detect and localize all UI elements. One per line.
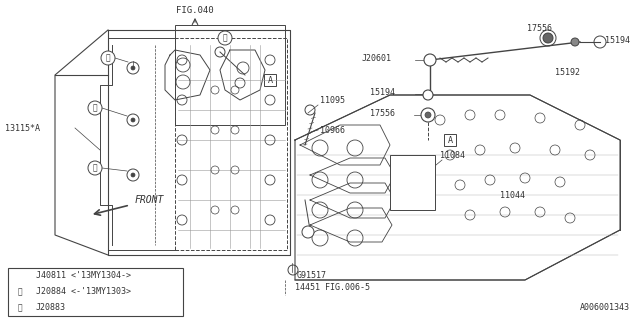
Text: ②: ② [223,34,227,43]
Bar [444,134,456,146]
Circle shape [101,51,115,65]
Text: ①: ① [18,303,22,313]
Bar [8,268,183,316]
Circle shape [131,118,135,122]
Text: ①: ① [93,103,97,113]
Text: 14451 FIG.006-5: 14451 FIG.006-5 [295,284,370,292]
Text: FIG.040: FIG.040 [176,5,214,14]
Text: 10966: 10966 [320,125,345,134]
Text: 11044: 11044 [500,190,525,199]
Circle shape [218,31,232,45]
Circle shape [13,285,27,299]
Text: A: A [268,76,273,84]
Text: 11084: 11084 [440,150,465,159]
Text: 13115*A: 13115*A [5,124,40,132]
Text: ①: ① [106,53,110,62]
Circle shape [88,101,102,115]
Text: A: A [447,135,452,145]
Bar [175,38,287,250]
Bar [175,25,285,125]
Circle shape [425,112,431,118]
Text: 17556: 17556 [370,108,395,117]
Text: 15192: 15192 [555,68,580,76]
Text: J20601: J20601 [362,53,392,62]
Text: 11095: 11095 [320,95,345,105]
Circle shape [421,108,435,122]
Text: ②: ② [18,287,22,297]
Text: J20884 <-'13MY1303>: J20884 <-'13MY1303> [36,287,131,297]
Circle shape [571,38,579,46]
Bar [390,155,435,210]
Text: G91517: G91517 [297,270,327,279]
Text: 15194: 15194 [370,87,395,97]
Text: FRONT: FRONT [135,195,164,205]
Circle shape [543,33,553,43]
Bar [264,74,276,86]
Circle shape [302,226,314,238]
Text: J40811 <'13MY1304->: J40811 <'13MY1304-> [36,271,131,281]
Text: J20883: J20883 [36,303,66,313]
Text: 17556: 17556 [527,23,552,33]
Circle shape [131,66,135,70]
Text: 15194: 15194 [605,36,630,44]
Circle shape [423,90,433,100]
Text: ①: ① [93,164,97,172]
Circle shape [88,161,102,175]
Circle shape [13,301,27,315]
Circle shape [424,54,436,66]
Text: A006001343: A006001343 [580,303,630,313]
Circle shape [131,173,135,177]
